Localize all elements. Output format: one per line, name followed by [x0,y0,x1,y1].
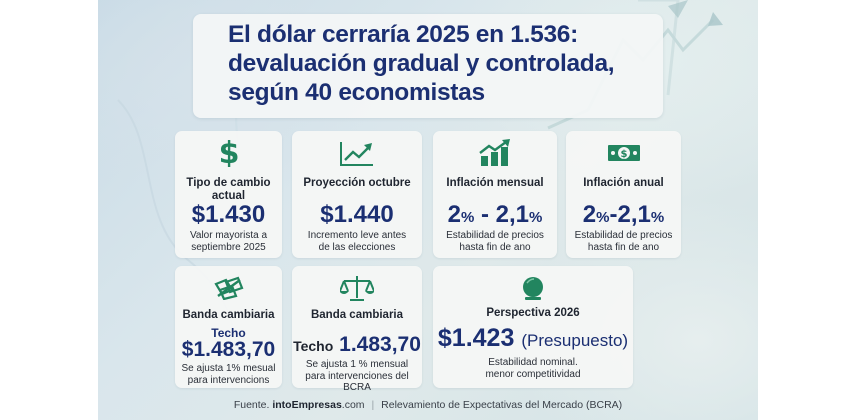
card-value-suffix: (Presupuesto) [521,331,629,350]
dollar-sign-icon: $ [175,137,282,167]
card-label: Inflación anual [583,177,664,189]
card-value: 1.483,70 [339,333,421,356]
card-tipo-de-cambio: $ Tipo de cambio actual $1.430 Valor may… [175,131,282,258]
card-label: Perspectiva 2026 [486,307,580,319]
card-label: Banda cambiaria [310,309,404,321]
footer-brand: intoEmpresas [272,399,342,411]
card-banda-cambiaria-1: Banda cambiaria Techo $1.483,70 Se ajust… [175,266,282,388]
card-value: $1.440 [320,201,394,228]
svg-text:$: $ [218,137,239,167]
footer-source-text: Relevamiento de Expectativas del Mercado… [381,399,623,411]
card-description: Estabilidad de precios hasta fin de ano [574,230,673,253]
card-value-row: Techo 1.483,70 [292,333,422,357]
infographic: El dólar cerraría 2025 en 1.536: devalua… [98,0,758,420]
banknote-icon: $ [566,143,681,163]
card-label: Banda cambiaria [182,309,275,321]
balance-scale-icon [292,274,422,302]
title-box [193,14,663,118]
card-label: Inflación mensual [446,177,544,189]
card-value-row: $1.423 (Presupuesto) [433,324,633,353]
footer-separator: | [371,399,375,411]
card-description: Estabilidad de precios hasta fin de ano [446,230,544,253]
card-value: $1.430 [191,201,266,228]
title-line-3: según 40 economistas [228,79,485,106]
card-label: Tipo de cambio actual [186,177,271,202]
card-description: Incremento leve antes de las elecciones [307,230,407,253]
card-value: 2% - 2,1% [447,201,543,228]
title-line-1: El dólar cerraría 2025 en 1.536: [228,21,578,48]
card-value: $1.483,70 [181,338,276,361]
flying-money-icon [175,276,282,300]
trend-up-chart-icon [292,141,422,167]
card-description: Se ajusta 1% mesual para intervencions [181,363,276,386]
footer-brand-suffix: .com [341,399,365,411]
crystal-ball-icon [433,276,633,302]
bar-chart-growth-icon [433,139,557,167]
card-inflacion-anual: $ Inflación anual 2%-2,1% Estabilidad de… [566,131,681,258]
card-banda-cambiaria-2: Banda cambiaria Techo 1.483,70 Se ajusta… [292,266,422,393]
card-description: Se ajusta 1 % mensual para intervencione… [305,359,409,393]
card-prefix: Techo [293,338,334,354]
footer-prefix: Fuente. [233,399,270,411]
title-line-2: devaluación gradual y controlada, [228,50,615,77]
card-prefix: Techo [211,326,246,340]
card-proyeccion-octubre: Proyección octubre $1.440 Incremento lev… [292,131,422,258]
card-label: Proyección octubre [303,177,411,189]
card-value: 2%-2,1% [582,201,665,228]
card-value: $1.423 [437,324,515,352]
card-perspectiva-2026: Perspectiva 2026 $1.423 (Presupuesto) Es… [433,266,633,388]
card-inflacion-mensual: Inflación mensual 2% - 2,1% Estabilidad … [433,131,557,258]
svg-text:$: $ [620,149,627,160]
card-description: Valor mayorista a septiembre 2025 [189,230,268,253]
page-title: El dólar cerraría 2025 en 1.536: devalua… [228,20,668,107]
card-description: Estabilidad nominal. menor competitivida… [485,357,581,380]
footer-source: Fuente. intoEmpresas.com | Relevamiento … [98,399,758,411]
